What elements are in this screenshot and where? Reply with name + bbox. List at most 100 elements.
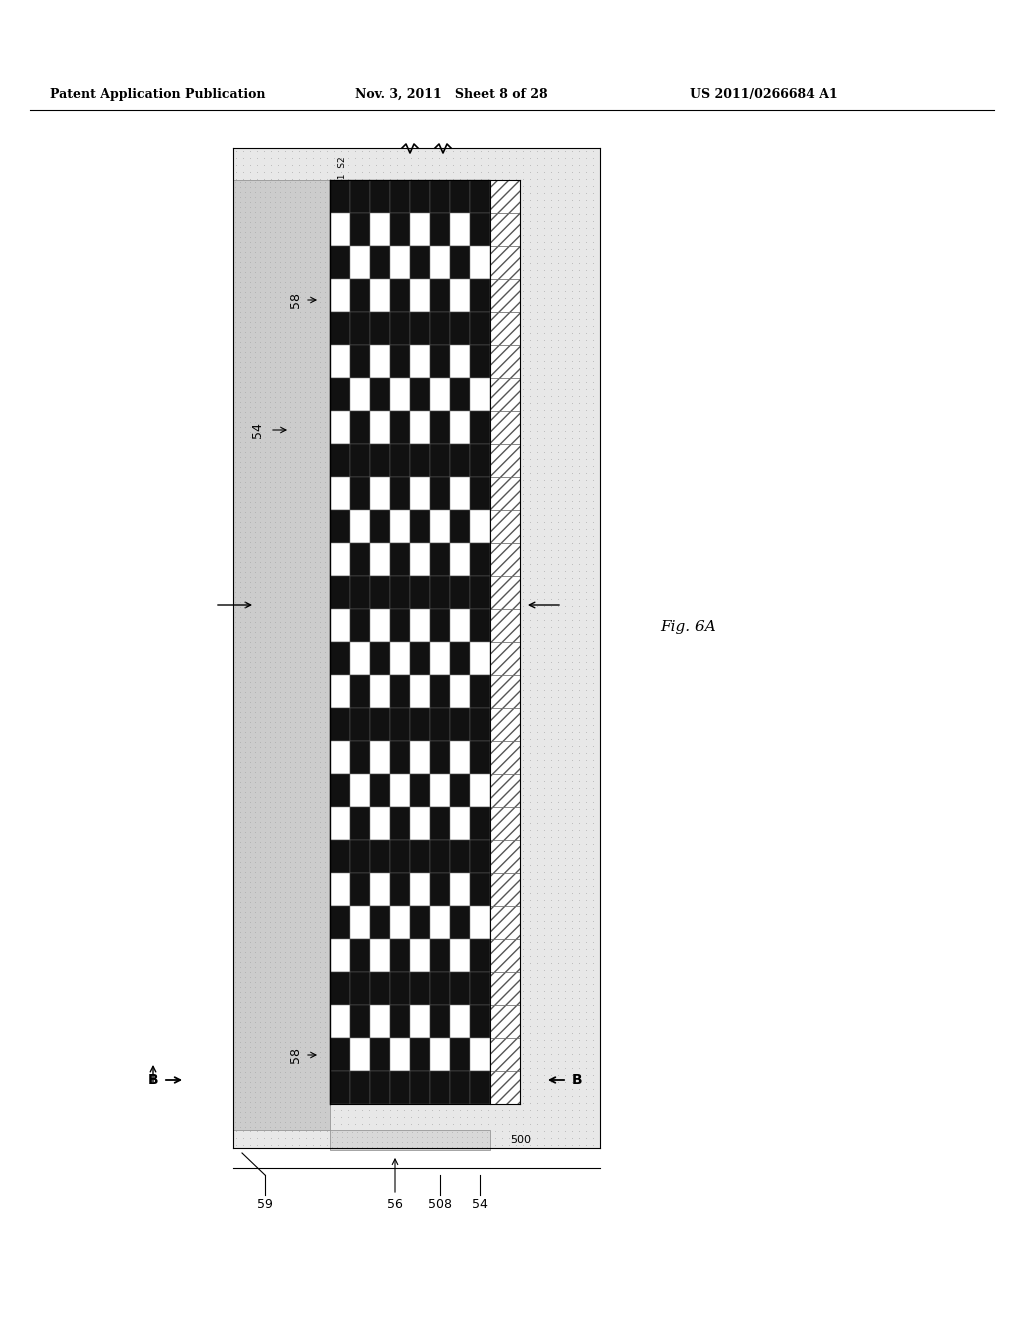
- Bar: [430, 675, 450, 708]
- Bar: [490, 906, 520, 939]
- Bar: [490, 213, 520, 246]
- Bar: [233, 148, 600, 1148]
- Bar: [350, 1038, 370, 1071]
- Bar: [470, 1005, 490, 1038]
- Bar: [450, 741, 470, 774]
- Bar: [470, 444, 490, 477]
- Bar: [410, 576, 430, 609]
- Bar: [370, 708, 390, 741]
- Bar: [430, 642, 450, 675]
- Bar: [330, 807, 350, 840]
- Bar: [450, 807, 470, 840]
- Bar: [430, 609, 450, 642]
- Text: Patent Application Publication: Patent Application Publication: [50, 88, 265, 102]
- Bar: [450, 873, 470, 906]
- Bar: [430, 708, 450, 741]
- Bar: [390, 708, 410, 741]
- Bar: [450, 246, 470, 279]
- Bar: [330, 180, 350, 213]
- Bar: [490, 873, 520, 906]
- Bar: [430, 807, 450, 840]
- Bar: [390, 675, 410, 708]
- Bar: [410, 477, 430, 510]
- Bar: [410, 675, 430, 708]
- Bar: [330, 675, 350, 708]
- Bar: [470, 840, 490, 873]
- Bar: [470, 246, 490, 279]
- Bar: [450, 840, 470, 873]
- Bar: [470, 939, 490, 972]
- Bar: [370, 972, 390, 1005]
- Bar: [370, 807, 390, 840]
- Bar: [430, 939, 450, 972]
- Bar: [470, 972, 490, 1005]
- Bar: [350, 1005, 370, 1038]
- Bar: [350, 411, 370, 444]
- Bar: [430, 246, 450, 279]
- Bar: [370, 543, 390, 576]
- Bar: [450, 609, 470, 642]
- Bar: [390, 510, 410, 543]
- Bar: [390, 1005, 410, 1038]
- Bar: [370, 444, 390, 477]
- Bar: [430, 378, 450, 411]
- Bar: [390, 279, 410, 312]
- Bar: [350, 972, 370, 1005]
- Bar: [470, 213, 490, 246]
- Bar: [350, 213, 370, 246]
- Bar: [490, 279, 520, 312]
- Bar: [450, 642, 470, 675]
- Bar: [330, 444, 350, 477]
- Bar: [330, 543, 350, 576]
- Bar: [330, 1038, 350, 1071]
- Bar: [370, 1071, 390, 1104]
- Bar: [370, 873, 390, 906]
- Bar: [350, 246, 370, 279]
- Bar: [370, 741, 390, 774]
- Bar: [370, 939, 390, 972]
- Bar: [390, 378, 410, 411]
- Bar: [410, 279, 430, 312]
- Bar: [410, 510, 430, 543]
- Bar: [470, 873, 490, 906]
- Bar: [370, 411, 390, 444]
- Bar: [370, 1038, 390, 1071]
- Bar: [330, 906, 350, 939]
- Bar: [330, 510, 350, 543]
- Bar: [490, 1005, 520, 1038]
- Bar: [410, 1038, 430, 1071]
- Bar: [470, 312, 490, 345]
- Bar: [390, 939, 410, 972]
- Text: 54: 54: [252, 422, 264, 438]
- Bar: [470, 1071, 490, 1104]
- Bar: [430, 774, 450, 807]
- Bar: [410, 972, 430, 1005]
- Bar: [330, 873, 350, 906]
- Bar: [490, 180, 520, 213]
- Bar: [370, 675, 390, 708]
- Text: 58: 58: [289, 292, 301, 308]
- Bar: [450, 510, 470, 543]
- Bar: [490, 774, 520, 807]
- Bar: [350, 675, 370, 708]
- Bar: [490, 609, 520, 642]
- Bar: [430, 741, 450, 774]
- Bar: [410, 708, 430, 741]
- Bar: [430, 345, 450, 378]
- Bar: [330, 477, 350, 510]
- Bar: [470, 642, 490, 675]
- Text: 58: 58: [289, 1047, 301, 1063]
- Bar: [370, 345, 390, 378]
- Bar: [370, 312, 390, 345]
- Bar: [450, 1005, 470, 1038]
- Bar: [370, 213, 390, 246]
- Bar: [330, 741, 350, 774]
- Text: 31  S2: 31 S2: [338, 156, 347, 185]
- Bar: [490, 444, 520, 477]
- Bar: [430, 873, 450, 906]
- Bar: [330, 1071, 350, 1104]
- Bar: [233, 180, 330, 1130]
- Bar: [430, 180, 450, 213]
- Bar: [370, 246, 390, 279]
- Bar: [350, 807, 370, 840]
